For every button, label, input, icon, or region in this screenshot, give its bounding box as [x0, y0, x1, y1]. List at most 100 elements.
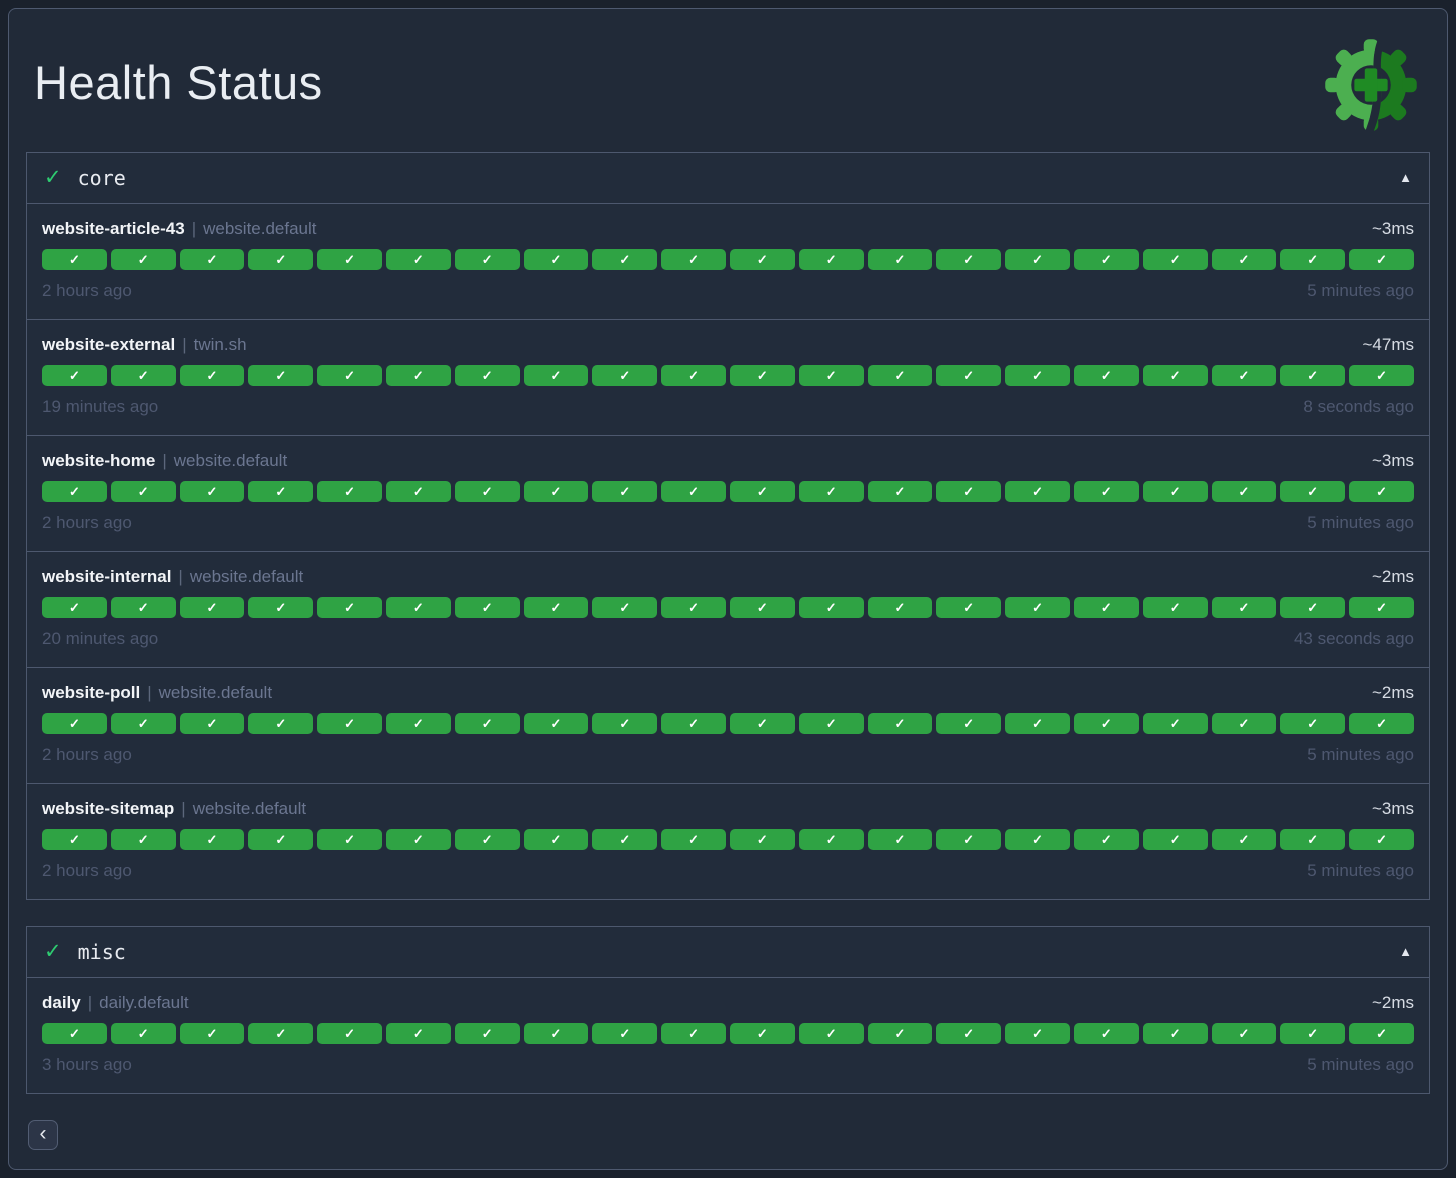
- history-pill[interactable]: ✓: [729, 481, 795, 502]
- history-pill[interactable]: ✓: [1005, 597, 1070, 618]
- history-pill[interactable]: ✓: [317, 481, 382, 502]
- history-pill[interactable]: ✓: [110, 713, 176, 734]
- history-pill[interactable]: ✓: [454, 829, 520, 850]
- history-pill[interactable]: ✓: [1073, 249, 1139, 270]
- history-pill[interactable]: ✓: [385, 597, 451, 618]
- history-pill[interactable]: ✓: [867, 481, 933, 502]
- history-pill[interactable]: ✓: [936, 1023, 1002, 1044]
- history-pill[interactable]: ✓: [42, 249, 107, 270]
- history-pill[interactable]: ✓: [661, 829, 726, 850]
- history-pill[interactable]: ✓: [1280, 365, 1346, 386]
- history-pill[interactable]: ✓: [1005, 481, 1070, 502]
- history-pill[interactable]: ✓: [1073, 597, 1139, 618]
- history-pill[interactable]: ✓: [798, 249, 864, 270]
- history-pill[interactable]: ✓: [936, 481, 1002, 502]
- history-pill[interactable]: ✓: [661, 713, 726, 734]
- history-pill[interactable]: ✓: [661, 249, 726, 270]
- collapse-arrow-icon[interactable]: ▲: [1399, 170, 1412, 185]
- history-pill[interactable]: ✓: [592, 829, 658, 850]
- history-pill[interactable]: ✓: [798, 365, 864, 386]
- history-pill[interactable]: ✓: [317, 597, 382, 618]
- history-pill[interactable]: ✓: [1073, 713, 1139, 734]
- history-pill[interactable]: ✓: [523, 597, 589, 618]
- history-pill[interactable]: ✓: [454, 481, 520, 502]
- history-pill[interactable]: ✓: [798, 829, 864, 850]
- history-pill[interactable]: ✓: [661, 365, 726, 386]
- history-pill[interactable]: ✓: [317, 365, 382, 386]
- history-pill[interactable]: ✓: [1073, 1023, 1139, 1044]
- history-pill[interactable]: ✓: [179, 249, 245, 270]
- history-pill[interactable]: ✓: [1211, 597, 1277, 618]
- history-pill[interactable]: ✓: [110, 829, 176, 850]
- history-pill[interactable]: ✓: [1005, 249, 1070, 270]
- history-pill[interactable]: ✓: [385, 1023, 451, 1044]
- history-pill[interactable]: ✓: [454, 249, 520, 270]
- history-pill[interactable]: ✓: [592, 481, 658, 502]
- history-pill[interactable]: ✓: [1142, 249, 1208, 270]
- history-pill[interactable]: ✓: [936, 249, 1002, 270]
- history-pill[interactable]: ✓: [1073, 829, 1139, 850]
- history-pill[interactable]: ✓: [1349, 829, 1414, 850]
- history-pill[interactable]: ✓: [1211, 365, 1277, 386]
- history-pill[interactable]: ✓: [179, 365, 245, 386]
- history-pill[interactable]: ✓: [867, 1023, 933, 1044]
- history-pill[interactable]: ✓: [1073, 481, 1139, 502]
- history-pill[interactable]: ✓: [1349, 481, 1414, 502]
- history-pill[interactable]: ✓: [385, 829, 451, 850]
- history-pill[interactable]: ✓: [592, 365, 658, 386]
- history-pill[interactable]: ✓: [936, 829, 1002, 850]
- collapse-arrow-icon[interactable]: ▲: [1399, 944, 1412, 959]
- history-pill[interactable]: ✓: [1142, 365, 1208, 386]
- history-pill[interactable]: ✓: [1211, 1023, 1277, 1044]
- history-pill[interactable]: ✓: [1211, 713, 1277, 734]
- history-pill[interactable]: ✓: [1280, 1023, 1346, 1044]
- history-pill[interactable]: ✓: [592, 1023, 658, 1044]
- history-pill[interactable]: ✓: [248, 1023, 314, 1044]
- history-pill[interactable]: ✓: [936, 365, 1002, 386]
- history-pill[interactable]: ✓: [385, 481, 451, 502]
- history-pill[interactable]: ✓: [798, 713, 864, 734]
- history-pill[interactable]: ✓: [867, 365, 933, 386]
- history-pill[interactable]: ✓: [523, 249, 589, 270]
- history-pill[interactable]: ✓: [179, 713, 245, 734]
- history-pill[interactable]: ✓: [1349, 249, 1414, 270]
- history-pill[interactable]: ✓: [867, 249, 933, 270]
- history-pill[interactable]: ✓: [317, 249, 382, 270]
- history-pill[interactable]: ✓: [867, 829, 933, 850]
- history-pill[interactable]: ✓: [454, 713, 520, 734]
- history-pill[interactable]: ✓: [1280, 249, 1346, 270]
- history-pill[interactable]: ✓: [661, 481, 726, 502]
- history-pill[interactable]: ✓: [592, 597, 658, 618]
- history-pill[interactable]: ✓: [454, 597, 520, 618]
- history-pill[interactable]: ✓: [729, 597, 795, 618]
- history-pill[interactable]: ✓: [385, 713, 451, 734]
- history-pill[interactable]: ✓: [661, 597, 726, 618]
- history-pill[interactable]: ✓: [1211, 829, 1277, 850]
- history-pill[interactable]: ✓: [729, 365, 795, 386]
- history-pill[interactable]: ✓: [523, 713, 589, 734]
- history-pill[interactable]: ✓: [454, 365, 520, 386]
- history-pill[interactable]: ✓: [1005, 1023, 1070, 1044]
- history-pill[interactable]: ✓: [248, 829, 314, 850]
- history-pill[interactable]: ✓: [661, 1023, 726, 1044]
- history-pill[interactable]: ✓: [42, 1023, 107, 1044]
- history-pill[interactable]: ✓: [798, 1023, 864, 1044]
- history-pill[interactable]: ✓: [523, 365, 589, 386]
- history-pill[interactable]: ✓: [936, 597, 1002, 618]
- history-pill[interactable]: ✓: [798, 481, 864, 502]
- history-pill[interactable]: ✓: [179, 481, 245, 502]
- history-pill[interactable]: ✓: [248, 597, 314, 618]
- history-pill[interactable]: ✓: [179, 597, 245, 618]
- history-pill[interactable]: ✓: [248, 713, 314, 734]
- history-pill[interactable]: ✓: [317, 829, 382, 850]
- history-pill[interactable]: ✓: [110, 481, 176, 502]
- history-pill[interactable]: ✓: [454, 1023, 520, 1044]
- history-pill[interactable]: ✓: [110, 1023, 176, 1044]
- history-pill[interactable]: ✓: [798, 597, 864, 618]
- history-pill[interactable]: ✓: [110, 249, 176, 270]
- history-pill[interactable]: ✓: [592, 249, 658, 270]
- history-pill[interactable]: ✓: [1280, 829, 1346, 850]
- history-pill[interactable]: ✓: [729, 713, 795, 734]
- history-pill[interactable]: ✓: [729, 1023, 795, 1044]
- history-pill[interactable]: ✓: [1005, 365, 1070, 386]
